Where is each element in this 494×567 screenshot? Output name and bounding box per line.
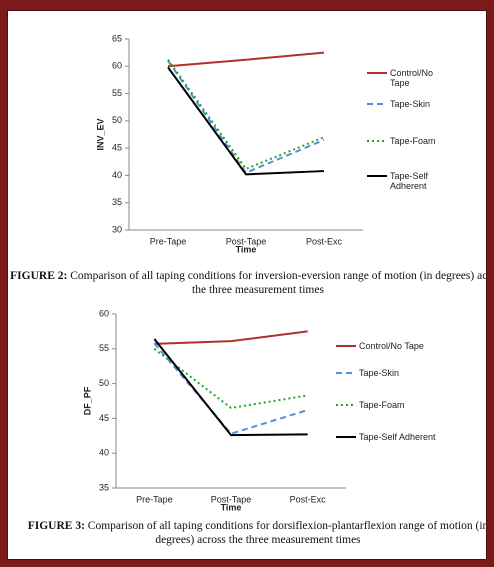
y-axis-label: DF_PF [82, 386, 92, 415]
series-line [154, 330, 308, 345]
series-line [153, 342, 308, 435]
legend-swatch [336, 436, 356, 438]
y-tick-label: 40 [112, 170, 122, 180]
y-tick-label: 35 [112, 197, 122, 207]
legend-swatch [367, 72, 387, 74]
y-axis-label: INV_EV [95, 118, 105, 150]
caption: FIGURE 2: Comparison of all taping condi… [8, 269, 487, 297]
x-tick-label: Post-Exc [290, 494, 327, 504]
y-tick-label: 30 [112, 224, 122, 234]
legend-swatch [367, 175, 387, 177]
legend-swatch [336, 404, 356, 406]
x-tick-label: Post-Tape [226, 236, 267, 246]
legend-item: Tape-Skin [335, 368, 439, 378]
y-tick-label: 45 [99, 413, 109, 423]
document: 30 35 40 45 50 55 60 65 Pre-Tape Post-Tape Post-Ex… [7, 10, 487, 560]
series-line [153, 348, 308, 410]
y-tick-label: 65 [112, 33, 122, 43]
x-axis-label: Time [221, 502, 242, 512]
y-tick-label: 55 [99, 343, 109, 353]
x-tick-label: Pre-Tape [150, 236, 187, 246]
legend-swatch [367, 140, 387, 142]
legend-item: Tape-Foam [335, 400, 439, 410]
legend-label: Tape-Foam [359, 400, 405, 410]
legend-item: Tape-Foam [366, 136, 450, 146]
caption-label: FIGURE 3: [27, 520, 85, 532]
caption-label: FIGURE 2: [10, 270, 68, 282]
caption-text: Comparison of all taping conditions for … [87, 520, 487, 546]
x-axis-label: Time [236, 244, 257, 254]
legend-item: Control/No Tape [366, 68, 450, 88]
x-tick-label: Post-Tape [211, 494, 252, 504]
legend-label: Tape-Foam [390, 136, 436, 146]
y-tick-label: 60 [112, 61, 122, 71]
caption-text: Comparison of all taping conditions for … [70, 270, 487, 296]
y-tick-label: 35 [99, 482, 109, 492]
legend-swatch [336, 372, 356, 374]
y-tick-label: 40 [99, 448, 109, 458]
series-line [167, 51, 325, 68]
y-tick-label: 55 [112, 88, 122, 98]
y-tick-label: 50 [112, 115, 122, 125]
x-tick-label: Post-Exc [306, 236, 343, 246]
series-line [167, 66, 325, 176]
caption: FIGURE 3: Comparison of all taping condi… [8, 519, 487, 547]
figures: 30 35 40 45 50 55 60 65 Pre-Tape Post-Tape Post-Ex… [82, 33, 363, 512]
series-line [167, 60, 325, 174]
legend-label: Control/No Tape [390, 68, 434, 88]
legend-item: Tape-Self Adherent [335, 432, 439, 442]
legend-label: Tape-Self Adherent [390, 171, 429, 191]
legend-swatch [367, 103, 387, 105]
legend-label: Tape-Skin [359, 368, 400, 378]
legend-swatch [336, 345, 356, 347]
x-tick-label: Pre-Tape [136, 494, 173, 504]
y-tick-label: 45 [112, 143, 122, 153]
y-tick-label: 50 [99, 378, 109, 388]
legend-item: Tape-Skin [366, 99, 450, 109]
y-tick-label: 60 [99, 308, 109, 318]
legend-label: Tape-Self Adherent [359, 432, 436, 442]
series-line [153, 338, 308, 437]
legend-label: Control/No Tape [359, 341, 424, 351]
legend-item: Control/No Tape [335, 341, 439, 351]
legend-item: Tape-Self Adherent [366, 171, 450, 191]
legend-label: Tape-Skin [390, 99, 431, 109]
series-line [167, 59, 325, 171]
